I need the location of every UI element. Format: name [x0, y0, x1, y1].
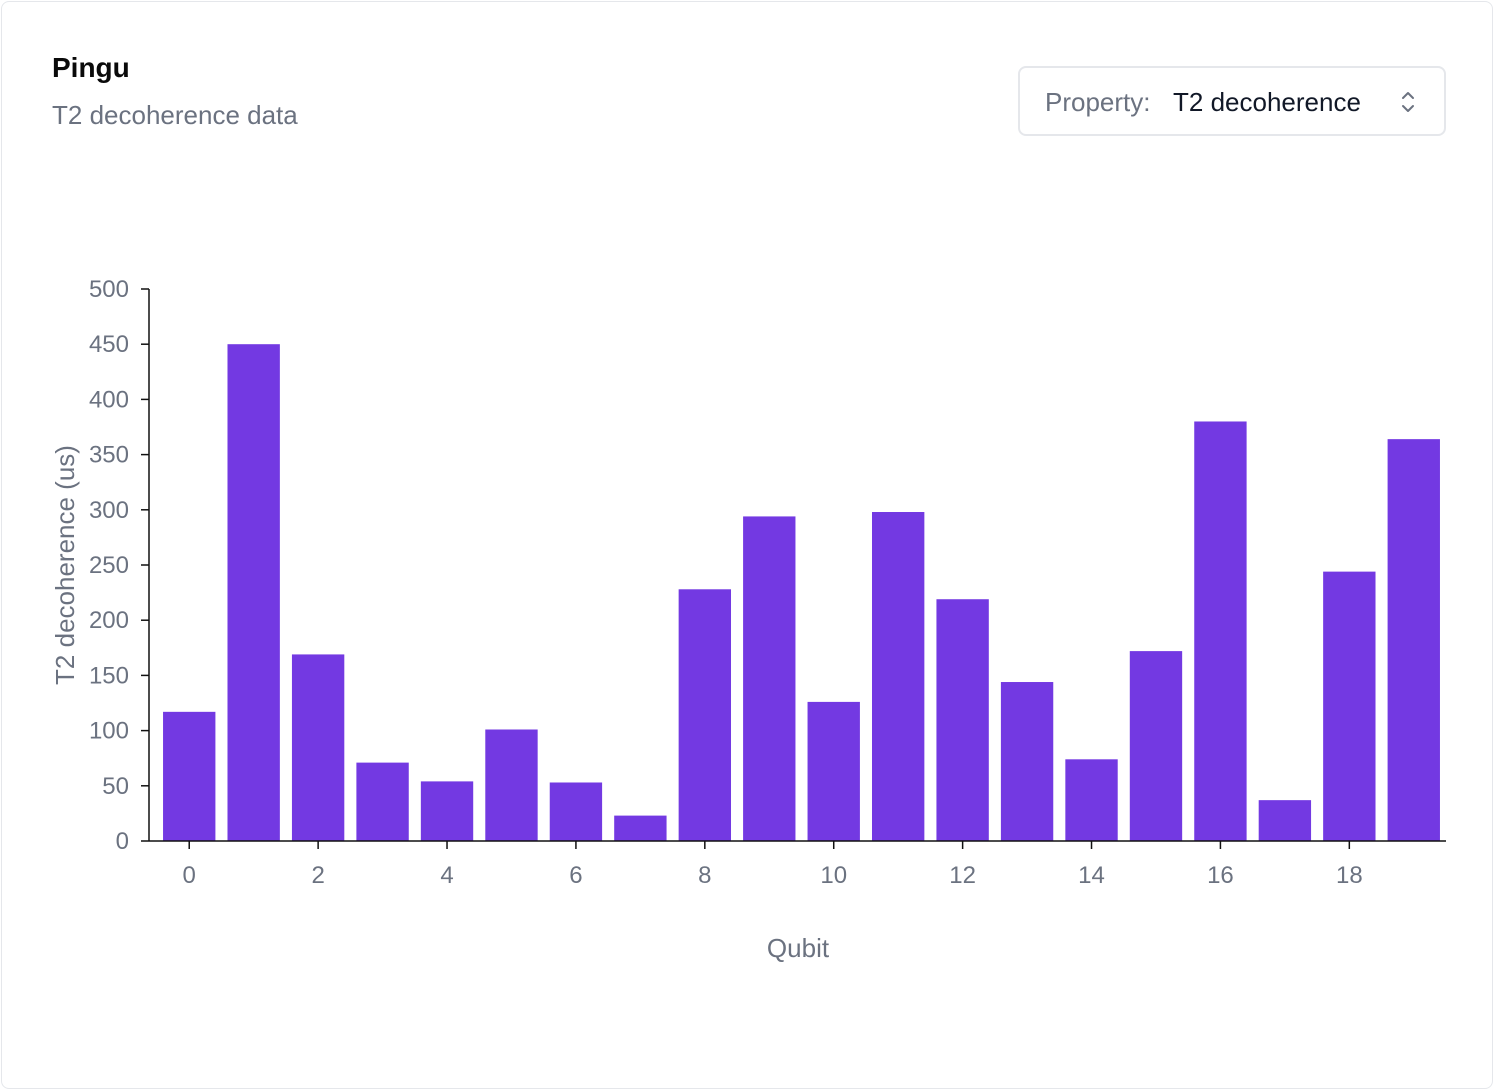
chevron-up-down-icon — [1400, 89, 1416, 115]
x-tick-label: 6 — [569, 862, 582, 889]
y-tick-label: 0 — [116, 828, 129, 855]
y-tick-label: 150 — [89, 662, 129, 689]
x-tick-label: 2 — [311, 862, 324, 889]
bar-qubit-18 — [1323, 571, 1376, 841]
x-tick-label: 18 — [1336, 862, 1363, 889]
bar-qubit-5 — [485, 729, 538, 841]
bar-qubit-17 — [1258, 800, 1312, 841]
bar-qubit-2 — [291, 654, 345, 841]
y-tick-label: 300 — [89, 497, 129, 524]
bar-qubit-13 — [1000, 682, 1054, 841]
property-select-label: Property: — [1045, 87, 1151, 117]
y-tick-label: 50 — [102, 773, 129, 800]
y-tick-label: 500 — [89, 276, 129, 303]
bar-qubit-1 — [227, 344, 280, 841]
y-axis-title: T2 decoherence (us) — [50, 445, 80, 685]
page-title: Pingu — [52, 52, 130, 83]
bar-qubit-12 — [936, 599, 989, 841]
x-axis-title: Qubit — [767, 933, 830, 963]
bar-qubit-11 — [871, 512, 925, 841]
bar-qubit-0 — [163, 711, 216, 841]
y-tick-label: 100 — [89, 718, 129, 745]
bar-qubit-8 — [678, 589, 732, 841]
x-tick-label: 0 — [183, 862, 196, 889]
bar-qubit-16 — [1194, 421, 1247, 841]
x-tick-label: 8 — [698, 862, 711, 889]
bar-qubit-9 — [743, 516, 796, 841]
y-tick-label: 450 — [89, 331, 129, 358]
bar-qubit-10 — [807, 701, 860, 841]
property-select[interactable]: Property: T2 decoherence — [1018, 66, 1446, 136]
bar-qubit-4 — [420, 781, 474, 841]
property-select-value: T2 decoherence — [1173, 87, 1361, 117]
bar-qubit-6 — [549, 782, 603, 841]
bar-qubit-15 — [1129, 651, 1183, 841]
bar-qubit-19 — [1387, 439, 1440, 841]
x-tick-label: 12 — [949, 862, 976, 889]
x-tick-label: 14 — [1078, 862, 1105, 889]
y-tick-label: 200 — [89, 607, 129, 634]
page-subtitle: T2 decoherence data — [52, 100, 298, 130]
x-tick-label: 4 — [440, 862, 453, 889]
y-tick-label: 250 — [89, 552, 129, 579]
bar-qubit-7 — [614, 815, 667, 841]
x-tick-label: 10 — [820, 862, 847, 889]
y-tick-label: 350 — [89, 442, 129, 469]
bar-qubit-14 — [1065, 759, 1118, 841]
y-tick-label: 400 — [89, 386, 129, 413]
x-tick-label: 16 — [1207, 862, 1234, 889]
bar-qubit-3 — [356, 762, 409, 841]
